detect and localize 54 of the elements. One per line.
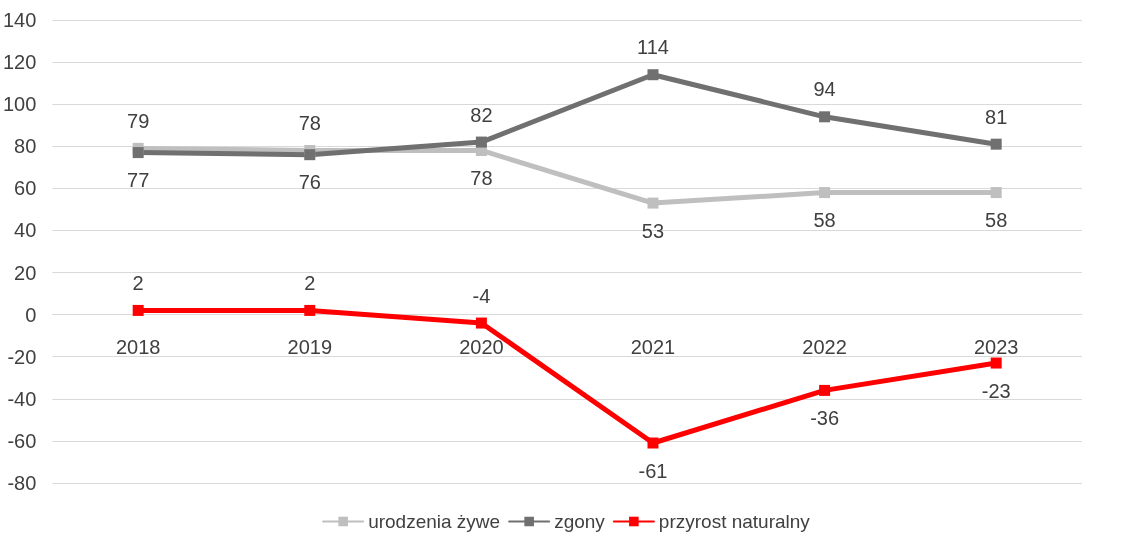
data-label: -23 [981, 379, 1011, 402]
point [819, 187, 831, 199]
x-tick-label: 2020 [459, 335, 504, 358]
data-label: 81 [985, 105, 1008, 128]
data-label: 76 [298, 171, 321, 194]
data-label: -4 [472, 284, 491, 307]
point [132, 304, 144, 316]
data-label: 78 [470, 166, 493, 189]
x-tick-label: 2018 [115, 335, 161, 358]
point [819, 111, 831, 123]
x-tick-label: 2023 [973, 335, 1019, 358]
data-label: 77 [127, 169, 150, 192]
data-label: 2 [304, 271, 316, 294]
point [475, 317, 487, 329]
y-tick-label: 20 [14, 261, 37, 284]
point [304, 149, 316, 161]
data-label: -36 [810, 406, 840, 429]
y-tick-label: -20 [7, 345, 37, 368]
data-label: 78 [298, 111, 321, 134]
x-tick-label: 2021 [630, 335, 676, 358]
x-tick-label: 2022 [802, 335, 847, 358]
data-label: 94 [813, 78, 836, 101]
legend-label: zgony [554, 511, 606, 532]
point [819, 384, 831, 396]
point [647, 437, 659, 449]
y-tick-label: 80 [14, 135, 37, 158]
y-tick-label: -40 [7, 387, 37, 410]
legend-label: urodzenia żywe [368, 511, 501, 532]
y-tick-label: -60 [7, 429, 37, 452]
y-tick-label: -80 [7, 472, 37, 494]
y-tick-label: 0 [25, 303, 37, 326]
point [132, 147, 144, 159]
point [647, 69, 659, 81]
point [990, 357, 1002, 369]
y-tick-label: 140 [2, 9, 37, 31]
point [990, 138, 1002, 150]
data-label: 79 [127, 109, 150, 132]
data-label: 58 [985, 209, 1008, 232]
data-label: -61 [638, 459, 668, 482]
y-tick-label: 100 [2, 93, 37, 116]
data-label: 58 [813, 209, 836, 232]
x-tick-label: 2019 [287, 335, 333, 358]
point [647, 197, 659, 209]
y-tick-label: 40 [14, 219, 37, 242]
legend-label: przyrost naturalny [658, 511, 811, 532]
point [475, 136, 487, 148]
data-label: 82 [470, 103, 493, 126]
point [304, 304, 316, 316]
data-label: 53 [641, 219, 665, 242]
data-label: 114 [637, 36, 669, 59]
y-tick-label: 120 [2, 51, 37, 74]
point [990, 187, 1002, 199]
data-label: 2 [132, 271, 144, 294]
y-tick-label: 60 [14, 177, 37, 200]
